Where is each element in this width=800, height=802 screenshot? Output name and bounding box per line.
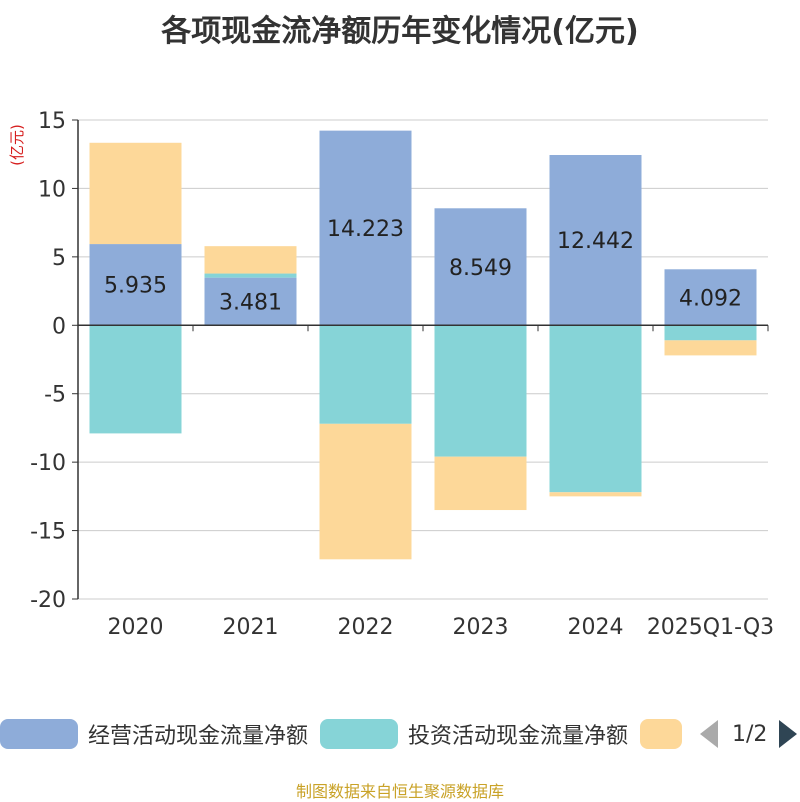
bar-investing-2022 <box>319 325 412 424</box>
bar-financing-2021 <box>204 246 297 274</box>
x-tick-label: 2021 <box>223 615 279 640</box>
legend-item-investing[interactable]: 投资活动现金流量净额 <box>320 716 628 752</box>
data-label-operating: 4.092 <box>679 286 742 311</box>
x-tick-label: 2022 <box>338 615 394 640</box>
bar-operating-2023 <box>434 208 527 326</box>
x-tick-label: 2023 <box>453 615 509 640</box>
legend-label-investing: 投资活动现金流量净额 <box>408 724 629 749</box>
y-tick-label: -15 <box>30 520 66 545</box>
data-source-note: 制图数据来自恒生聚源数据库 <box>295 782 504 801</box>
x-tick-label: 2025Q1-Q3 <box>647 615 774 640</box>
next-page-icon[interactable] <box>779 720 798 748</box>
data-label-operating: 12.442 <box>557 229 634 254</box>
bar-investing-2023 <box>434 325 527 457</box>
bar-financing-2025Q1-Q3 <box>664 340 757 356</box>
data-label-operating: 14.223 <box>327 217 404 242</box>
legend-swatch-operating <box>0 719 78 749</box>
chart-title: 各项现金流净额历年变化情况(亿元) <box>161 14 639 49</box>
y-tick-label: -5 <box>44 383 66 408</box>
data-label-operating: 5.935 <box>104 274 167 299</box>
bar-investing-2025Q1-Q3 <box>664 325 757 341</box>
bar-investing-2024 <box>549 325 642 493</box>
bar-operating-2020 <box>89 244 182 326</box>
bar-financing-2020 <box>89 142 182 245</box>
bar-operating-2024 <box>549 155 642 326</box>
legend-swatch-investing <box>320 719 398 749</box>
data-label-operating: 8.549 <box>449 256 512 281</box>
legend: 经营活动现金流量净额 投资活动现金流量净额 1/2 <box>0 716 800 756</box>
y-tick-label: 15 <box>38 109 66 134</box>
bar-operating-2025Q1-Q3 <box>664 269 757 326</box>
bar-operating-2021 <box>204 277 297 326</box>
legend-item-operating[interactable]: 经营活动现金流量净额 <box>0 716 308 752</box>
legend-pager: 1/2 <box>700 716 798 752</box>
y-tick-label: -10 <box>30 451 66 476</box>
y-unit-label: (亿元) <box>8 124 26 166</box>
bar-financing-2023 <box>434 456 527 511</box>
x-tick-label: 2020 <box>108 615 164 640</box>
bar-financing-2024 <box>549 492 642 497</box>
x-tick-label: 2024 <box>568 615 624 640</box>
bar-operating-2022 <box>319 130 412 326</box>
legend-page-indicator: 1/2 <box>732 721 768 747</box>
legend-label-operating: 经营活动现金流量净额 <box>88 724 309 749</box>
chart-canvas: 15 10 5 0 -5 -10 -15 -20 (亿元) 2020 2021 2022 2023 202… <box>8 109 774 640</box>
prev-page-icon[interactable] <box>700 720 718 748</box>
legend-swatch-financing <box>640 719 682 749</box>
bar-financing-2022 <box>319 423 412 560</box>
data-label-operating: 3.481 <box>219 290 282 315</box>
bar-investing-2020 <box>89 325 182 434</box>
legend-item-financing[interactable] <box>640 716 682 752</box>
y-tick-label: 10 <box>38 177 66 202</box>
y-tick-label: 0 <box>52 314 66 339</box>
bar-investing-2021 <box>204 273 297 278</box>
y-tick-label: 5 <box>52 246 66 271</box>
y-tick-label: -20 <box>30 588 66 613</box>
